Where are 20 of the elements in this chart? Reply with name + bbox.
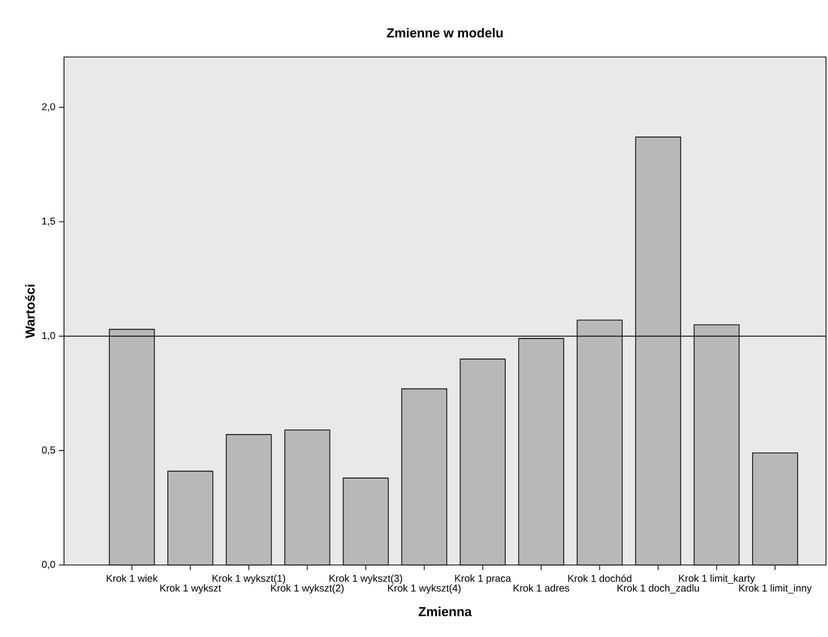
x-tick-label: Krok 1 wykszt(4) [388, 584, 461, 594]
y-tick-label: 1,5 [42, 218, 56, 226]
y-tick-label: 0,0 [42, 560, 56, 570]
x-tick-label: Krok 1 praca [455, 574, 512, 584]
x-tick-label: Krok 1 wykszt(1) [212, 574, 286, 584]
x-tick-label: Krok 1 limit_inny [739, 584, 812, 594]
x-tick-label: Krok 1 limit_karty [679, 574, 755, 584]
y-tick-label: 2,0 [42, 103, 56, 112]
x-tick-label: Krok 1 wiek [106, 574, 158, 582]
y-tick-label: 0,5 [42, 446, 56, 455]
x-tick-label: Krok 1 wykszt [160, 584, 222, 594]
x-tick-label: Krok 1 dochód [568, 574, 632, 582]
y-tick-label: 1,0 [42, 332, 56, 340]
chart-title: Zmienne w modelu [386, 28, 503, 38]
x-tick-label: Krok 1 wykszt(2) [271, 584, 344, 594]
x-tick-label: Krok 1 doch_zadlu [618, 584, 699, 594]
x-axis-title: Zmienna [418, 606, 472, 616]
x-tick-label: Krok 1 adres [514, 584, 570, 592]
y-axis-title: Wartości [25, 284, 35, 338]
x-tick-label: Krok 1 wykszt(3) [330, 574, 402, 584]
